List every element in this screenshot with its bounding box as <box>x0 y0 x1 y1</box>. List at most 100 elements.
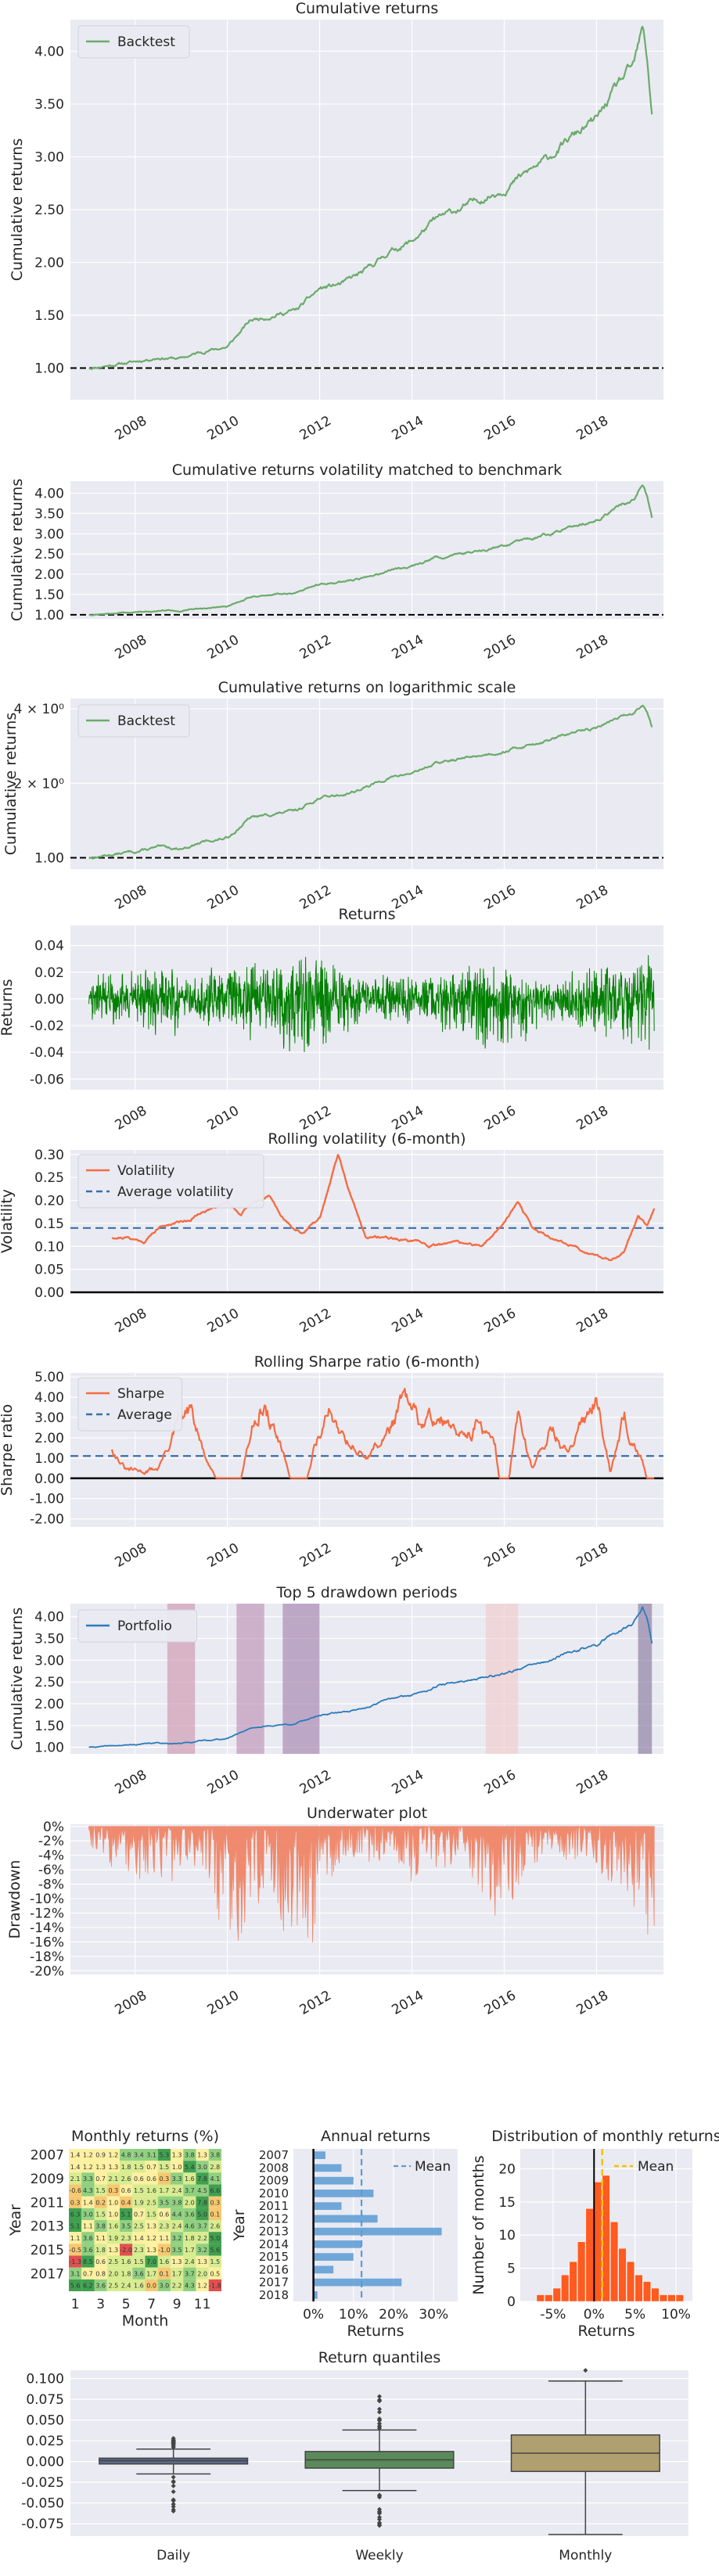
x-tick-label: 2008 <box>113 1306 149 1336</box>
y-tick-label: 1.00 <box>34 851 64 867</box>
legend-label: Volatility <box>117 1163 174 1179</box>
chart-vm: 2008 2010 2012 2014 2016 2018 1.00 1.50 2.00 2.50… <box>9 462 663 663</box>
chart-dd: 2008 2010 2012 2014 2016 2018 4.00 3.50 3.00 2.50… <box>9 1584 663 1798</box>
heatmap-cell-label: 2.5 <box>134 2223 144 2230</box>
x-tick-label: 2012 <box>297 632 334 663</box>
x-tick-label: 2016 <box>482 413 519 444</box>
heatmap-cell-label: 2.3 <box>121 2235 131 2242</box>
heatmap-cell <box>132 2279 146 2291</box>
y-tick-label: -0.06 <box>30 1072 64 1087</box>
heatmap-cell <box>94 2208 107 2220</box>
heatmap-cell <box>171 2184 184 2197</box>
x-tick-label: 2010 <box>205 632 242 663</box>
histogram-bar <box>585 2208 594 2302</box>
x-tick-label: 2018 <box>573 1988 610 2018</box>
heatmap-cell <box>94 2232 107 2244</box>
outlier-marker <box>377 2520 382 2525</box>
heatmap-cell <box>106 2279 120 2291</box>
heatmap-cell <box>81 2220 95 2233</box>
y-tick-label: -2% <box>38 1834 64 1849</box>
annual-return-bar <box>313 2291 318 2299</box>
x-tick-label: 2010 <box>205 882 242 913</box>
heatmap-cell <box>196 2267 209 2280</box>
y-tick-label: 2017 <box>259 2276 289 2290</box>
y-tick-label: 2007 <box>31 2148 64 2164</box>
heatmap-cell-label: 1.5 <box>95 2187 106 2194</box>
heatmap-cell-label: 4.3 <box>185 2282 195 2289</box>
x-tick-label: 2008 <box>113 632 149 663</box>
heatmap-cell-label: 1.5 <box>210 2258 221 2265</box>
histogram-bar <box>651 2287 660 2302</box>
y-tick-label: 0.00 <box>34 992 64 1008</box>
heatmap-cell <box>208 2232 221 2244</box>
heatmap-cell-label: 3.7 <box>185 2187 195 2194</box>
heatmap-cell-label: 0.4 <box>121 2199 131 2206</box>
heatmap-cell-label: 4.4 <box>172 2211 182 2218</box>
x-axis-label: Returns <box>347 2323 404 2340</box>
heatmap-cell <box>94 2161 107 2173</box>
heatmap-cell-label: 3.5 <box>160 2199 170 2206</box>
y-tick-label: -0.050 <box>21 2496 64 2512</box>
x-tick-label: Weekly <box>355 2548 403 2563</box>
heatmap-cell <box>120 2196 133 2208</box>
heatmap-cell <box>81 2208 95 2220</box>
x-axis-label: Month <box>122 2312 169 2330</box>
y-tick-label: 2009 <box>31 2172 64 2187</box>
heatmap-cell-label: -1.3 <box>69 2258 81 2265</box>
heatmap-cell <box>171 2172 184 2185</box>
histogram-bar <box>618 2247 627 2302</box>
annual-return-bar <box>313 2265 334 2274</box>
legend-label: Portfolio <box>117 1619 172 1634</box>
heatmap-cell <box>106 2149 120 2161</box>
heatmap-cell <box>81 2244 95 2256</box>
heatmap-cell-label: 5.0 <box>197 2211 207 2218</box>
outlier-marker <box>377 2394 382 2399</box>
heatmap-cell-label: 1.9 <box>134 2199 144 2206</box>
x-tick-label: 2008 <box>113 1767 149 1798</box>
heatmap-cell-label: 2.3 <box>160 2223 170 2230</box>
y-tick-label: -0.04 <box>30 1045 64 1061</box>
heatmap-cell-label: 3.2 <box>172 2235 182 2242</box>
heatmap-cell <box>81 2184 95 2197</box>
x-tick-label: 2016 <box>482 1306 519 1336</box>
heatmap-cell <box>196 2172 209 2185</box>
heatmap-cell <box>81 2161 95 2173</box>
x-tick-label: 2016 <box>482 1767 519 1798</box>
chart-title: Returns <box>339 906 396 923</box>
drawdown-period-band <box>638 1604 652 1754</box>
chart-cum: 2008 2010 2012 2014 2016 2018 1.00 1.50 2.00 2.50… <box>9 0 663 444</box>
heatmap-cell-label: 1.1 <box>83 2223 93 2230</box>
y-tick-label: 2.00 <box>34 567 64 583</box>
heatmap-cell <box>106 2161 120 2173</box>
heatmap-cell <box>196 2232 209 2244</box>
heatmap-cell-label: 1.3 <box>197 2258 207 2265</box>
x-tick-label: -5% <box>540 2307 566 2323</box>
heatmap-cell <box>157 2244 171 2256</box>
heatmap-cell-label: 6.6 <box>210 2187 221 2194</box>
annual-return-bar <box>313 2164 342 2172</box>
y-tick-label: 2.00 <box>34 1431 64 1446</box>
x-tick-label: 0% <box>584 2307 605 2323</box>
heatmap-cell <box>145 2244 158 2256</box>
heatmap-cell-label: 7.8 <box>197 2199 207 2206</box>
annual-return-bar <box>313 2176 354 2185</box>
heatmap-cell <box>171 2220 184 2233</box>
heatmap-cell-label: 4.6 <box>185 2223 195 2230</box>
heatmap-cell-label: 1.5 <box>146 2211 156 2218</box>
x-tick-label: 5% <box>624 2307 645 2323</box>
heatmap-cell-label: 1.5 <box>134 2258 144 2265</box>
chart-uw: 2008 2010 2012 2014 2016 20180%-2%-4%-6%-8%-1… <box>6 1805 663 2018</box>
x-tick-label: 2008 <box>113 882 149 913</box>
y-tick-label: 2017 <box>31 2266 64 2282</box>
x-tick-label: 9 <box>173 2297 182 2312</box>
chart-quant: 0.100 0.075 0.050 0.025 0.000 -0.025 -0.050 -0.… <box>21 2349 688 2563</box>
heatmap-cell <box>81 2267 95 2280</box>
heatmap-cell <box>208 2161 221 2173</box>
chart-dist: -5% 0% 5% 10% 0 5 10 15 20 Distribution of monthl… <box>470 2128 719 2340</box>
heatmap-cell <box>171 2244 184 2256</box>
outlier-marker <box>171 2502 176 2507</box>
heatmap-cell-label: 1.3 <box>146 2247 156 2254</box>
heatmap-cell <box>171 2279 184 2291</box>
y-tick-label: 3.00 <box>34 150 64 166</box>
